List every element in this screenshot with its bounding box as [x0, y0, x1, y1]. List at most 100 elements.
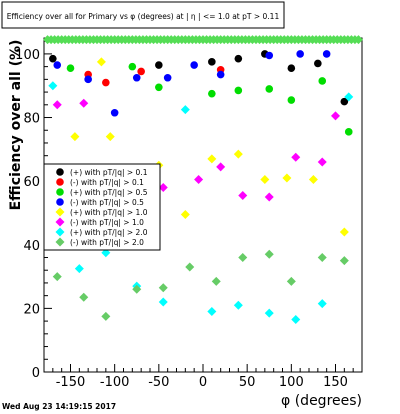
- legend-marker: [55, 227, 65, 237]
- data-point: [132, 73, 141, 82]
- data-point: [53, 61, 62, 69]
- data-point: [132, 284, 142, 294]
- y-tick-label: 20: [23, 302, 40, 317]
- data-point: [287, 64, 296, 73]
- data-point: [340, 97, 349, 106]
- data-point: [331, 111, 340, 121]
- y-tick-label: 40: [23, 239, 40, 254]
- data-point: [194, 175, 204, 185]
- data-point: [265, 51, 274, 60]
- series-0: [49, 50, 349, 106]
- data-point: [344, 128, 353, 136]
- data-point: [70, 132, 80, 142]
- data-point: [291, 315, 301, 325]
- timestamp: Wed Aug 23 14:19:15 2017: [2, 402, 116, 411]
- data-point: [317, 252, 327, 262]
- data-point: [353, 35, 363, 45]
- data-point: [79, 292, 89, 302]
- data-point: [180, 105, 190, 115]
- data-point: [84, 75, 92, 84]
- data-point: [79, 98, 89, 108]
- data-point: [308, 175, 318, 185]
- data-point: [264, 249, 274, 259]
- data-point: [264, 308, 274, 318]
- title-box: [1, 1, 285, 29]
- data-point: [238, 190, 248, 200]
- x-tick-label: 50: [239, 375, 256, 390]
- data-point: [163, 73, 172, 82]
- y-tick-label: 100: [15, 48, 40, 63]
- data-point: [216, 162, 226, 172]
- series-3: [53, 50, 331, 117]
- data-point: [344, 92, 354, 102]
- data-point: [264, 192, 274, 202]
- data-point: [339, 256, 349, 266]
- x-axis-label: φ (degrees): [281, 393, 362, 409]
- data-point: [322, 50, 331, 58]
- data-point: [317, 157, 327, 167]
- data-point: [317, 299, 327, 309]
- axes: -150 -100 -50 0 50 100 150 0 20 40 60 80 100: [15, 40, 363, 390]
- data-point: [208, 58, 216, 66]
- y-tick-label: 60: [23, 175, 40, 190]
- x-tick-label: -150: [56, 375, 86, 390]
- data-point: [234, 54, 243, 63]
- data-point: [238, 252, 248, 262]
- data-point: [314, 59, 322, 68]
- data-point: [233, 300, 243, 310]
- legend-label: (-) with pT/|q| > 1.0: [70, 218, 144, 227]
- y-tick-label: 0: [32, 366, 40, 381]
- x-tick-label: 0: [199, 375, 207, 390]
- legend-box: [43, 163, 161, 251]
- data-point: [282, 173, 292, 183]
- x-tick-label: 150: [323, 375, 348, 390]
- legend-marker: [56, 188, 64, 196]
- chart-title: Efficiency over all for Primary vs φ (de…: [7, 12, 280, 21]
- legend-marker: [56, 168, 64, 176]
- data-point: [207, 307, 217, 317]
- data-point: [260, 175, 270, 185]
- legend: (+) with pT/|q| > 0.1 (-) with pT/|q| > 0…: [43, 163, 161, 251]
- data-point: [216, 70, 225, 79]
- series-1: [84, 66, 225, 87]
- data-point: [265, 85, 274, 93]
- series-5: [52, 98, 340, 202]
- series-7: [52, 249, 349, 321]
- legend-marker: [55, 207, 65, 217]
- legend-label: (-) with pT/|q| > 0.5: [70, 198, 144, 207]
- data-point: [155, 61, 163, 69]
- data-point: [158, 183, 168, 193]
- legend-label: (+) with pT/|q| > 2.0: [70, 228, 148, 237]
- series-2: [66, 62, 353, 136]
- data-point: [296, 50, 304, 58]
- y-axis-label: Efficiency over all (%): [8, 40, 24, 211]
- x-tick-label: 100: [279, 375, 304, 390]
- legend-label: (+) with pT/|q| > 1.0: [70, 208, 148, 217]
- legend-marker: [56, 198, 64, 206]
- legend-marker: [56, 178, 64, 186]
- data-point: [49, 54, 57, 63]
- data-point: [233, 149, 243, 159]
- data-point: [52, 272, 62, 282]
- data-point: [48, 81, 58, 91]
- data-point: [52, 100, 62, 110]
- data-point: [158, 297, 168, 307]
- data-point: [287, 96, 296, 104]
- data-point: [101, 311, 111, 321]
- data-point: [158, 283, 168, 293]
- data-point: [96, 57, 106, 67]
- data-point: [137, 67, 145, 76]
- data-point: [190, 61, 198, 69]
- data-point: [339, 227, 349, 237]
- data-point: [105, 132, 115, 142]
- data-point: [208, 89, 216, 98]
- data-point: [234, 86, 243, 95]
- legend-marker: [55, 237, 65, 247]
- y-tick-label: 80: [23, 112, 40, 127]
- data-point: [66, 64, 75, 73]
- data-point: [207, 154, 217, 164]
- data-point: [128, 62, 137, 71]
- x-tick-label: -100: [100, 375, 130, 390]
- legend-label: (+) with pT/|q| > 0.1: [70, 168, 148, 177]
